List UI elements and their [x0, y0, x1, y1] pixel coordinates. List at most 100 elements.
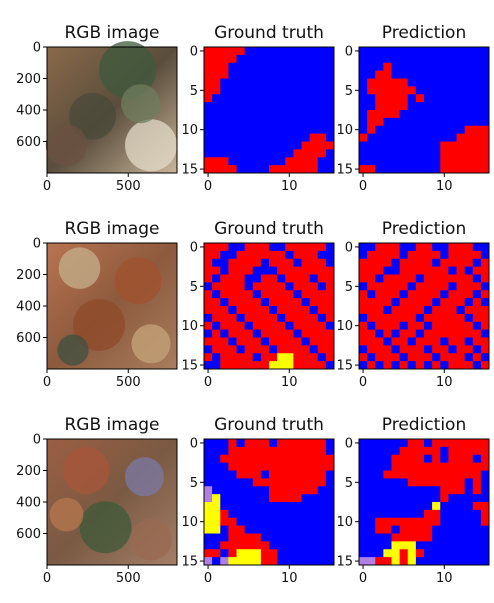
heatmap-cell [367, 557, 376, 566]
heatmap-cell [415, 47, 425, 56]
y-tick-label: 0 [190, 44, 198, 59]
heatmap-cell [236, 298, 246, 307]
heatmap-cell [399, 462, 409, 471]
heatmap-cell [432, 478, 441, 487]
heatmap-cell [359, 117, 368, 127]
heatmap-cell [464, 478, 474, 487]
heatmap-cell [391, 157, 401, 166]
heatmap-cell [464, 94, 474, 103]
heatmap-cell [317, 306, 327, 315]
heatmap-cell [228, 353, 237, 362]
heatmap-cell [407, 290, 417, 299]
heatmap-cell [220, 157, 229, 166]
heatmap-cell [204, 525, 213, 534]
heatmap-cell [383, 439, 392, 448]
heatmap-cell [440, 306, 449, 315]
heatmap-cell [260, 478, 270, 487]
x-tick-label: 10 [436, 179, 453, 194]
heatmap-cell [293, 446, 302, 456]
heatmap-cell [359, 47, 368, 56]
heatmap-cell [252, 165, 262, 174]
heatmap-cell [317, 282, 327, 291]
heatmap-cell [228, 313, 237, 323]
heatmap-cell [391, 446, 401, 456]
heatmap-cell [204, 266, 213, 275]
heatmap-cell [293, 86, 302, 95]
heatmap-cell [359, 439, 368, 448]
heatmap-cell [228, 525, 237, 534]
heatmap-cell [236, 470, 246, 479]
heatmap-cell [301, 361, 311, 370]
heatmap-cell [244, 337, 254, 346]
heatmap-cell [285, 250, 294, 260]
heatmap-cell [317, 454, 327, 464]
heatmap-cell [440, 86, 449, 95]
heatmap-cell [472, 502, 482, 511]
heatmap-cell [285, 337, 294, 346]
heatmap-cell [464, 313, 474, 323]
heatmap-cell [407, 141, 417, 150]
heatmap-cell [415, 274, 425, 283]
heatmap-cell [375, 494, 384, 503]
heatmap-cell [472, 110, 482, 119]
heatmap-cell [359, 525, 368, 534]
heatmap-cell [204, 243, 213, 252]
heatmap-cell [244, 290, 254, 299]
heatmap-cell [464, 110, 474, 119]
heatmap-cell [317, 78, 327, 87]
heatmap-cell [269, 478, 278, 487]
heatmap-cell [456, 266, 466, 275]
heatmap-cell [269, 533, 278, 542]
heatmap-cell [375, 361, 384, 370]
heatmap-cell [212, 502, 221, 511]
heatmap-cell [415, 266, 425, 275]
heatmap-cell [424, 157, 433, 166]
heatmap-cell [448, 298, 457, 307]
heatmap-cell [309, 70, 319, 79]
heatmap-cell [440, 62, 449, 72]
heatmap-cell [448, 557, 457, 566]
heatmap-cell [359, 454, 368, 464]
heatmap-cell [236, 353, 246, 362]
heatmap-cell [212, 165, 221, 174]
heatmap-cell [269, 282, 278, 291]
heatmap-cell [220, 78, 229, 87]
heatmap-cell [375, 478, 384, 487]
heatmap-cell [367, 541, 376, 550]
heatmap-cell [367, 517, 376, 527]
heatmap-cell [456, 454, 466, 464]
heatmap-cell [293, 266, 302, 275]
heatmap-cell [220, 533, 229, 542]
heatmap-cell [480, 549, 490, 558]
heatmap-cell [220, 313, 229, 323]
y-tick-label: 15 [181, 163, 198, 178]
heatmap-cell [277, 533, 286, 542]
heatmap-cell [415, 133, 425, 142]
heatmap-cell [269, 345, 278, 354]
heatmap-cell [228, 78, 237, 87]
heatmap-cell [285, 141, 294, 150]
heatmap-cell [432, 509, 441, 519]
heatmap-cell [440, 133, 449, 142]
heatmap-cell [440, 141, 449, 150]
heatmap-cell [432, 250, 441, 260]
heatmap-cell [399, 117, 409, 127]
heatmap-cell [391, 47, 401, 56]
heatmap-cell [236, 502, 246, 511]
heatmap-cell [472, 353, 482, 362]
heatmap-cell [399, 157, 409, 166]
heatmap-cell [293, 557, 302, 566]
heatmap-cell [383, 47, 392, 56]
heatmap-cell [236, 321, 246, 331]
heatmap-cell [375, 462, 384, 471]
heatmap-cell [383, 274, 392, 283]
heatmap-cell [399, 454, 409, 464]
heatmap-cell [407, 454, 417, 464]
heatmap-cell [204, 47, 213, 56]
heatmap-cell [293, 141, 302, 150]
heatmap-cell [359, 149, 368, 158]
y-tick-label: 200 [16, 268, 41, 283]
heatmap-cell [277, 462, 286, 471]
heatmap-cell [415, 70, 425, 79]
